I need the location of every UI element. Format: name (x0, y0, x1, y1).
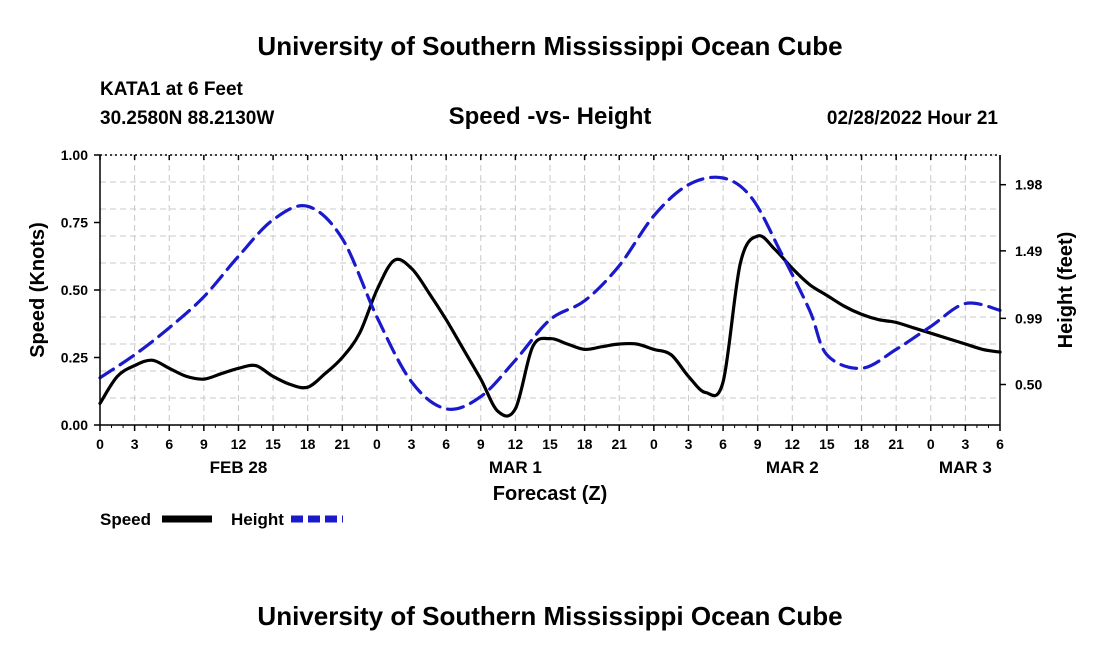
series-line-speed (98, 234, 1002, 418)
y-tick-label: 1.00 (61, 147, 88, 163)
x-tick-label: 6 (165, 436, 173, 452)
x-tick-label: 3 (961, 436, 969, 452)
page-title: University of Southern Mississippi Ocean… (257, 31, 842, 61)
y-right-tick-label: 0.99 (1015, 310, 1042, 326)
x-date-label: MAR 1 (489, 458, 542, 477)
x-tick-label: 12 (508, 436, 524, 452)
series-layer (98, 175, 1002, 418)
forecast-timestamp: 02/28/2022 Hour 21 (827, 108, 999, 129)
y-right-tick-label: 0.50 (1015, 377, 1042, 393)
x-tick-label: 6 (719, 436, 727, 452)
series-line-height (98, 175, 1002, 411)
x-tick-label: 18 (854, 436, 870, 452)
y-axis-label-right: Height (feet) (1055, 232, 1077, 349)
station-coords: 30.2580N 88.2130W (100, 108, 274, 129)
x-axis-label: Forecast (Z) (493, 483, 607, 505)
x-tick-label: 18 (300, 436, 316, 452)
x-tick-label: 9 (754, 436, 762, 452)
legend: Speed Height (100, 510, 343, 529)
x-tick-label: 15 (265, 436, 281, 452)
tick-layer: 0 3 6 9 12 15 18 21 0 3 6 9 12 15 18 21 0 3 6 9 12 15 18 21 0 3 6 F… (61, 147, 1043, 477)
y-right-tick-label: 1.98 (1015, 177, 1042, 193)
x-tick-label: 12 (231, 436, 247, 452)
x-tick-label: 3 (408, 436, 416, 452)
x-date-label: MAR 3 (939, 458, 992, 477)
x-tick-label: 21 (611, 436, 627, 452)
x-tick-label: 0 (373, 436, 381, 452)
y-right-tick-label: 1.49 (1015, 243, 1042, 259)
y-axis-label-left: Speed (Knots) (27, 222, 49, 358)
legend-speed-label: Speed (100, 510, 151, 529)
footer-title: University of Southern Mississippi Ocean… (257, 601, 842, 631)
x-tick-label: 21 (888, 436, 904, 452)
chart-title: Speed -vs- Height (449, 103, 652, 130)
x-tick-label: 0 (650, 436, 658, 452)
x-date-label: MAR 2 (766, 458, 819, 477)
x-tick-label: 9 (477, 436, 485, 452)
x-tick-label: 6 (442, 436, 450, 452)
x-tick-label: 3 (131, 436, 139, 452)
x-tick-label: 9 (200, 436, 208, 452)
grid-layer (100, 154, 1000, 425)
x-tick-label: 0 (96, 436, 104, 452)
x-tick-label: 0 (927, 436, 935, 452)
x-tick-label: 15 (542, 436, 558, 452)
y-tick-label: 0.50 (61, 282, 88, 298)
y-tick-label: 0.75 (61, 215, 88, 231)
x-tick-label: 3 (685, 436, 693, 452)
station-label: KATA1 at 6 Feet (100, 79, 244, 100)
x-date-label: FEB 28 (210, 458, 268, 477)
y-tick-label: 0.00 (61, 417, 88, 433)
x-tick-label: 21 (335, 436, 351, 452)
x-tick-label: 18 (577, 436, 593, 452)
x-tick-label: 12 (785, 436, 801, 452)
legend-height-label: Height (231, 510, 284, 529)
y-tick-label: 0.25 (61, 350, 88, 366)
x-tick-label: 6 (996, 436, 1004, 452)
x-tick-label: 15 (819, 436, 835, 452)
